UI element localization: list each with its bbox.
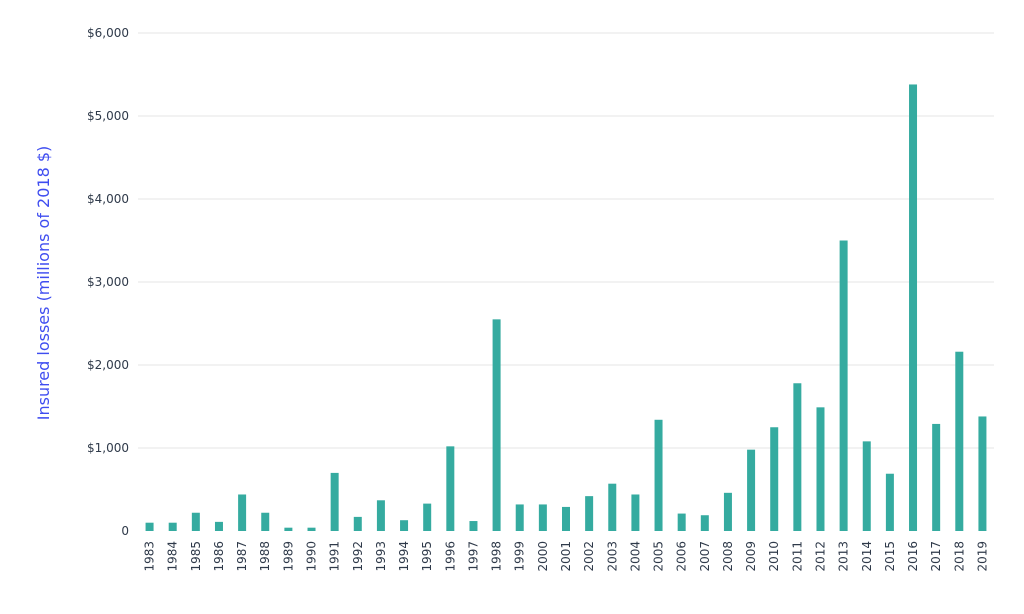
x-tick-label-2014: 2014 — [860, 541, 874, 572]
x-tick-label-1995: 1995 — [420, 541, 434, 572]
bar-1990 — [307, 527, 316, 531]
bar-1988 — [261, 512, 270, 531]
bar-2005 — [654, 419, 663, 531]
bar-2010 — [770, 427, 779, 531]
bar-1996 — [446, 446, 455, 531]
x-tick-label-2001: 2001 — [559, 541, 573, 572]
bar-1998 — [492, 319, 501, 531]
bar-2006 — [677, 513, 686, 531]
bar-2000 — [538, 504, 547, 531]
x-axis-tick-labels: 1983 1984 1985 1986 1987 1988 1989 1990 1991 1992… — [143, 541, 990, 572]
bar-2014 — [862, 441, 871, 531]
y-tick-label: $3,000 — [87, 275, 129, 289]
x-tick-label-2005: 2005 — [652, 541, 666, 572]
bar-2003 — [608, 483, 617, 531]
gridlines — [138, 32, 994, 449]
bar-1999 — [515, 504, 524, 531]
y-axis-tick-labels: 0 $1,000 $2,000 $3,000 $4,000 $5,000 $6,000 — [87, 26, 129, 538]
x-tick-label-1990: 1990 — [305, 541, 319, 572]
x-tick-label-1992: 1992 — [351, 541, 365, 572]
bar-1984 — [168, 522, 177, 531]
x-tick-label-2000: 2000 — [536, 541, 550, 572]
x-tick-label-1984: 1984 — [166, 541, 180, 572]
bar-2001 — [562, 506, 570, 531]
bar-2009 — [747, 449, 756, 531]
bar-1985 — [191, 512, 200, 531]
x-tick-label-2004: 2004 — [628, 541, 642, 572]
bar-2017 — [932, 423, 941, 531]
x-tick-label-1987: 1987 — [235, 541, 249, 572]
x-tick-label-1993: 1993 — [374, 541, 388, 572]
x-tick-label-1989: 1989 — [281, 541, 295, 572]
x-tick-label-1996: 1996 — [443, 541, 457, 572]
x-tick-label-2002: 2002 — [582, 541, 596, 572]
x-tick-label-1994: 1994 — [397, 541, 411, 572]
x-tick-label-1998: 1998 — [490, 541, 504, 572]
bar-1992 — [353, 516, 362, 531]
x-tick-label-1991: 1991 — [328, 541, 342, 572]
x-tick-label-1988: 1988 — [258, 541, 272, 572]
x-tick-label-1985: 1985 — [189, 541, 203, 572]
x-tick-label-2018: 2018 — [952, 541, 966, 572]
x-tick-label-2007: 2007 — [698, 541, 712, 572]
bar-2008 — [723, 492, 732, 531]
bar-1994 — [400, 520, 409, 531]
x-tick-label-2010: 2010 — [767, 541, 781, 572]
bar-2007 — [700, 515, 709, 531]
bar-2019 — [978, 416, 987, 531]
bar-2002 — [585, 496, 594, 531]
x-tick-label-1997: 1997 — [466, 541, 480, 572]
bar-2016 — [909, 84, 918, 532]
bar-2012 — [816, 407, 825, 531]
x-tick-label-2013: 2013 — [837, 541, 851, 572]
bar-2015 — [885, 473, 894, 531]
bar-1983 — [145, 522, 154, 531]
y-tick-label: $2,000 — [87, 358, 129, 372]
x-tick-label-1986: 1986 — [212, 541, 226, 572]
x-tick-label-2009: 2009 — [744, 541, 758, 572]
x-tick-label-2006: 2006 — [675, 541, 689, 572]
x-tick-label-1999: 1999 — [513, 541, 527, 572]
bar-2004 — [631, 494, 640, 531]
x-tick-label-2008: 2008 — [721, 541, 735, 572]
bar-1993 — [376, 500, 385, 531]
y-tick-label: $1,000 — [87, 441, 129, 455]
bar-2013 — [839, 240, 848, 531]
x-tick-label-2019: 2019 — [975, 541, 989, 572]
bar-1987 — [238, 494, 247, 531]
y-tick-label: $6,000 — [87, 26, 129, 40]
bar-1995 — [423, 503, 432, 531]
y-axis-label: Insured losses (millions of 2018 $) — [34, 146, 53, 421]
x-tick-label-1983: 1983 — [143, 541, 157, 572]
x-tick-label-2012: 2012 — [813, 541, 827, 572]
bar-1997 — [469, 521, 478, 531]
x-tick-label-2016: 2016 — [906, 541, 920, 572]
x-tick-label-2017: 2017 — [929, 541, 943, 572]
bar-2011 — [793, 383, 802, 531]
bar-1991 — [330, 472, 339, 531]
y-tick-label: $5,000 — [87, 109, 129, 123]
x-tick-label-2003: 2003 — [605, 541, 619, 572]
bar-1986 — [214, 521, 223, 531]
y-tick-label: $4,000 — [87, 192, 129, 206]
x-tick-label-2015: 2015 — [883, 541, 897, 572]
bar-2018 — [955, 351, 964, 531]
x-tick-label-2011: 2011 — [790, 541, 804, 572]
y-tick-label: 0 — [121, 524, 129, 538]
bars — [145, 84, 987, 532]
bar-1989 — [284, 527, 293, 531]
